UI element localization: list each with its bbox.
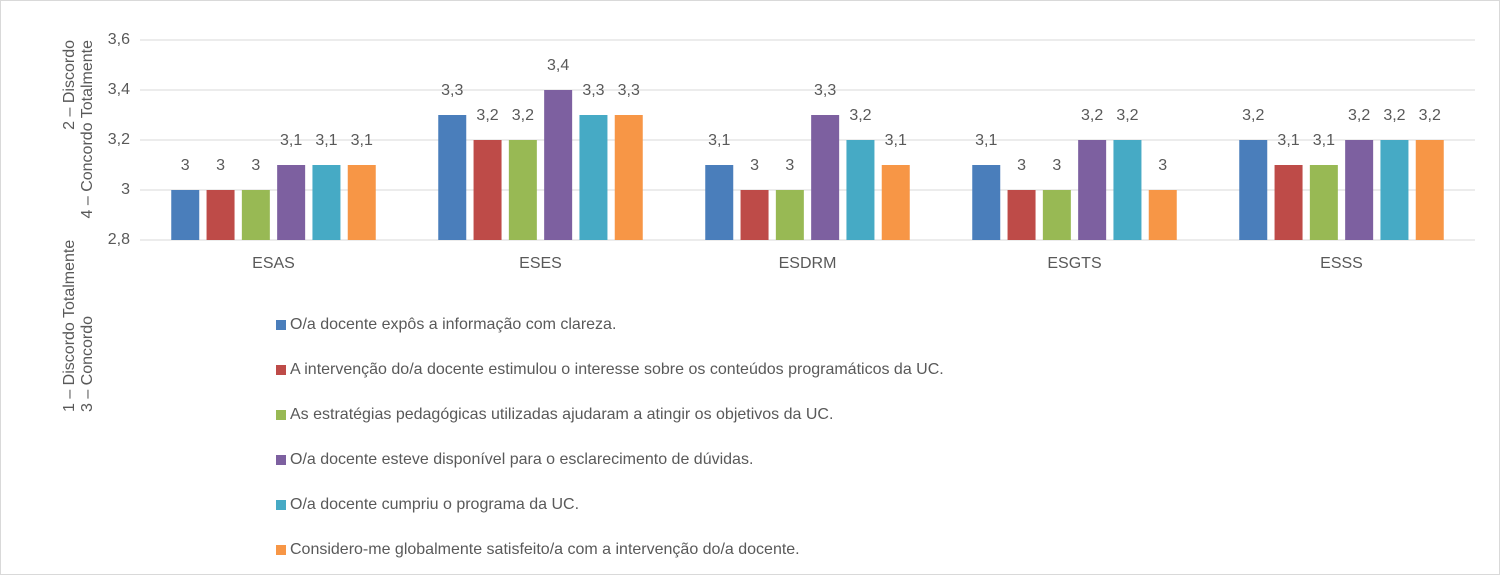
data-label: 3,1 xyxy=(975,132,997,149)
x-tick-label: ESAS xyxy=(252,255,295,272)
bar xyxy=(1042,190,1071,240)
bar xyxy=(438,115,467,240)
bar xyxy=(972,165,1001,240)
legend-label: O/a docente expôs a informação com clare… xyxy=(290,316,616,333)
data-label: 3,1 xyxy=(351,132,373,149)
legend-label: As estratégias pedagógicas utilizadas aj… xyxy=(290,406,833,423)
data-label: 3 xyxy=(216,157,225,174)
bar xyxy=(1380,140,1409,240)
bar xyxy=(881,165,910,240)
x-tick-label: ESGTS xyxy=(1047,255,1101,272)
data-label: 3,3 xyxy=(814,82,836,99)
legend-swatch xyxy=(276,500,286,510)
y-axis-label: 1 – Discordo Totalmente xyxy=(61,240,78,412)
y-tick-label: 3,4 xyxy=(108,81,130,98)
bar xyxy=(775,190,804,240)
data-label: 3,2 xyxy=(512,107,534,124)
bar xyxy=(1113,140,1142,240)
data-label: 3,2 xyxy=(1419,107,1441,124)
bar xyxy=(1415,140,1444,240)
y-tick-label: 2,8 xyxy=(108,231,130,248)
data-label: 3,3 xyxy=(582,82,604,99)
legend-label: A intervenção do/a docente estimulou o i… xyxy=(290,361,944,378)
data-label: 3,2 xyxy=(1242,107,1264,124)
bar xyxy=(705,165,734,240)
bar xyxy=(241,190,270,240)
bar xyxy=(206,190,235,240)
data-label: 3,2 xyxy=(849,107,871,124)
data-label: 3,2 xyxy=(1081,107,1103,124)
bar xyxy=(579,115,608,240)
data-label: 3,3 xyxy=(618,82,640,99)
bar xyxy=(508,140,537,240)
x-tick-label: ESDRM xyxy=(779,255,837,272)
legend-swatch xyxy=(276,545,286,555)
bar xyxy=(740,190,769,240)
y-axis-label: 3 – Concordo xyxy=(79,316,96,412)
data-label: 3 xyxy=(785,157,794,174)
data-label: 3,1 xyxy=(280,132,302,149)
bar xyxy=(1345,140,1374,240)
y-axis-label: 2 – Discordo xyxy=(61,40,78,130)
bar xyxy=(1274,165,1303,240)
data-label: 3,2 xyxy=(1348,107,1370,124)
data-label: 3 xyxy=(1158,157,1167,174)
bar xyxy=(1007,190,1036,240)
bar xyxy=(473,140,502,240)
data-label: 3 xyxy=(1017,157,1026,174)
data-label: 3,2 xyxy=(1116,107,1138,124)
data-label: 3 xyxy=(1052,157,1061,174)
data-label: 3,1 xyxy=(885,132,907,149)
y-tick-label: 3,2 xyxy=(108,131,130,148)
bar xyxy=(811,115,840,240)
data-label: 3,2 xyxy=(476,107,498,124)
bar xyxy=(1239,140,1268,240)
bar xyxy=(347,165,376,240)
data-label: 3,3 xyxy=(441,82,463,99)
data-label: 3 xyxy=(181,157,190,174)
data-label: 3,1 xyxy=(1277,132,1299,149)
bar xyxy=(277,165,306,240)
bar xyxy=(1148,190,1177,240)
x-tick-label: ESES xyxy=(519,255,562,272)
legend-swatch xyxy=(276,455,286,465)
y-tick-label: 3,6 xyxy=(108,31,130,48)
x-tick-label: ESSS xyxy=(1320,255,1363,272)
y-axis-label: 4 – Concordo Totalmente xyxy=(79,40,96,219)
legend-swatch xyxy=(276,410,286,420)
legend-swatch xyxy=(276,320,286,330)
legend-label: O/a docente esteve disponível para o esc… xyxy=(290,451,753,468)
legend-swatch xyxy=(276,365,286,375)
legend-label: Considero-me globalmente satisfeito/a co… xyxy=(290,541,800,558)
bar xyxy=(846,140,875,240)
data-label: 3,1 xyxy=(708,132,730,149)
bar xyxy=(1078,140,1107,240)
data-label: 3 xyxy=(750,157,759,174)
bar xyxy=(1309,165,1338,240)
bar xyxy=(544,90,573,240)
y-tick-label: 3 xyxy=(121,181,130,198)
bar xyxy=(312,165,341,240)
data-label: 3 xyxy=(251,157,260,174)
legend-label: O/a docente cumpriu o programa da UC. xyxy=(290,496,579,513)
bar xyxy=(614,115,643,240)
data-label: 3,1 xyxy=(315,132,337,149)
data-label: 3,4 xyxy=(547,57,569,74)
bar xyxy=(171,190,200,240)
data-label: 3,2 xyxy=(1383,107,1405,124)
data-label: 3,1 xyxy=(1313,132,1335,149)
